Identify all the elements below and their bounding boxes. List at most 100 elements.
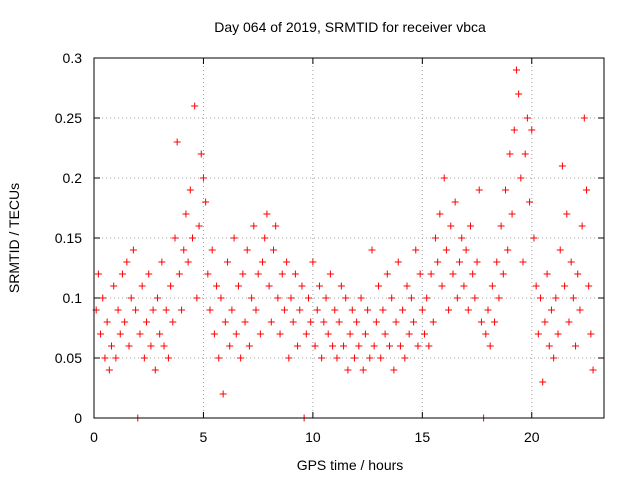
data-point (519, 258, 527, 266)
data-point (561, 282, 569, 290)
data-point (274, 294, 282, 302)
data-point (256, 330, 264, 338)
data-point (466, 222, 474, 230)
data-point (486, 342, 494, 350)
data-point (436, 210, 444, 218)
data-point (123, 258, 131, 266)
x-tick-label: 10 (305, 429, 321, 445)
data-point (136, 330, 144, 338)
data-point (375, 282, 383, 290)
data-point (175, 270, 183, 278)
data-point (147, 342, 155, 350)
data-point (425, 342, 433, 350)
data-point (171, 234, 179, 242)
data-point (482, 330, 490, 338)
data-point (302, 330, 310, 338)
data-point (162, 306, 170, 314)
points-layer (92, 66, 597, 422)
data-point (132, 306, 140, 314)
data-point (423, 294, 431, 302)
data-point (447, 222, 455, 230)
data-point (276, 330, 284, 338)
data-point (390, 366, 398, 374)
data-point (213, 282, 221, 290)
data-point (442, 246, 450, 254)
data-point (138, 282, 146, 290)
data-point (558, 162, 566, 170)
data-point (572, 342, 580, 350)
data-point (307, 318, 315, 326)
data-point (427, 270, 435, 278)
data-point (184, 258, 192, 266)
data-point (208, 246, 216, 254)
data-point (202, 198, 210, 206)
data-point (451, 198, 459, 206)
data-point (250, 222, 258, 230)
data-point (112, 354, 120, 362)
data-point (396, 342, 404, 350)
y-tick-label: 0.3 (63, 50, 83, 66)
data-point (383, 270, 391, 278)
y-tick-label: 0.2 (63, 170, 83, 186)
data-point (188, 234, 196, 242)
data-point (164, 354, 172, 362)
data-point (440, 174, 448, 182)
data-point (245, 342, 253, 350)
data-point (232, 330, 240, 338)
data-point (517, 174, 525, 182)
data-point (574, 270, 582, 278)
data-point (178, 306, 186, 314)
data-point (118, 270, 126, 278)
data-point (434, 258, 442, 266)
data-point (502, 186, 510, 194)
data-point (530, 234, 538, 242)
data-point (438, 282, 446, 290)
data-point (392, 318, 400, 326)
data-point (394, 258, 402, 266)
data-point (151, 366, 159, 374)
data-point (388, 294, 396, 302)
data-point (313, 306, 321, 314)
data-point (241, 318, 249, 326)
data-point (145, 270, 153, 278)
data-point (311, 342, 319, 350)
data-point (342, 294, 350, 302)
data-point (547, 306, 555, 314)
data-point (315, 282, 323, 290)
data-point (353, 318, 361, 326)
data-point (491, 318, 499, 326)
data-point (456, 258, 464, 266)
data-point (215, 354, 223, 362)
data-point (324, 330, 332, 338)
data-point (512, 66, 520, 74)
data-point (129, 246, 137, 254)
data-point (416, 270, 424, 278)
data-point (582, 186, 590, 194)
data-point (309, 258, 317, 266)
data-point (294, 342, 302, 350)
data-point (552, 294, 560, 302)
data-point (101, 354, 109, 362)
y-tick-label: 0.15 (55, 230, 82, 246)
data-point (329, 342, 337, 350)
data-point (110, 282, 118, 290)
data-point (217, 294, 225, 302)
data-point (366, 354, 374, 362)
data-point (280, 306, 288, 314)
data-point (261, 234, 269, 242)
data-point (585, 282, 593, 290)
data-point (462, 246, 470, 254)
data-point (346, 330, 354, 338)
data-point (167, 282, 175, 290)
data-point (449, 270, 457, 278)
data-point (318, 354, 326, 362)
data-point (506, 150, 514, 158)
data-point (348, 306, 356, 314)
data-point (331, 306, 339, 314)
data-point (554, 330, 562, 338)
data-point (322, 294, 330, 302)
data-point (475, 186, 483, 194)
data-point (344, 366, 352, 374)
data-point (405, 330, 413, 338)
